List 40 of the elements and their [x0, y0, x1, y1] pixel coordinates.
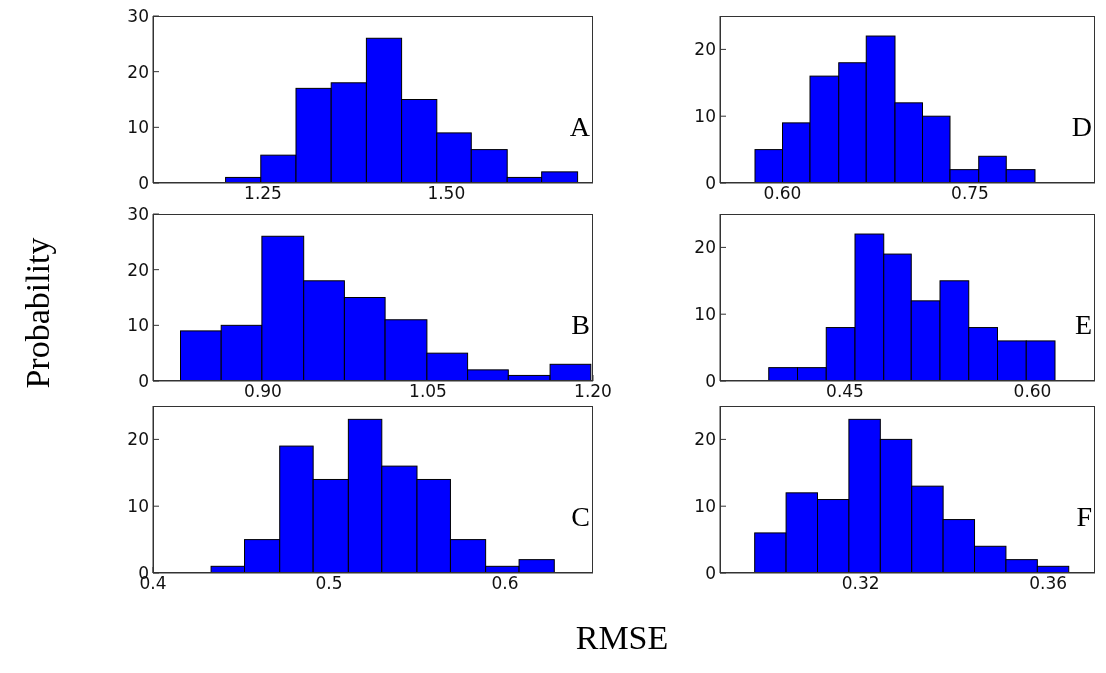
- x-tick-label: 0.60: [1013, 381, 1052, 402]
- y-tick-label: 30: [127, 204, 149, 225]
- x-tick-label: 0.5: [315, 573, 343, 594]
- x-tick-label: 1.05: [409, 381, 447, 402]
- y-tick-label: 10: [694, 304, 716, 325]
- annotation: D: [1071, 111, 1092, 143]
- y-axis-title: Probability: [19, 237, 57, 389]
- y-tick-label: 20: [127, 429, 149, 450]
- x-axis-title: RMSE: [575, 619, 669, 657]
- y-tick-label: 20: [694, 429, 716, 450]
- y-tick-label: 0: [138, 173, 149, 194]
- y-tick-label: 10: [127, 315, 149, 336]
- y-tick-label: 10: [127, 117, 149, 138]
- y-tick-label: 0: [705, 563, 716, 584]
- annotation: A: [569, 111, 590, 143]
- y-tick-label: 0: [705, 173, 716, 194]
- x-tick-label: 0.32: [841, 573, 880, 594]
- y-tick-label: 20: [694, 39, 716, 60]
- y-tick-label: 10: [694, 496, 716, 517]
- x-tick-label: 0.6: [491, 573, 519, 594]
- x-tick-label: 0.90: [244, 381, 282, 402]
- y-tick-label: 30: [127, 6, 149, 27]
- x-tick-label: 0.75: [951, 183, 989, 204]
- annotation: C: [571, 501, 590, 533]
- y-tick-label: 20: [694, 237, 716, 258]
- annotation: B: [571, 309, 590, 341]
- y-tick-label: 10: [127, 496, 149, 517]
- x-tick-label: 1.20: [574, 381, 612, 402]
- x-tick-label: 1.25: [244, 183, 282, 204]
- annotation: E: [1074, 309, 1092, 341]
- y-tick-label: 20: [127, 259, 149, 280]
- annotation: F: [1076, 501, 1092, 533]
- y-tick-label: 20: [127, 61, 149, 82]
- y-tick-label: 10: [694, 106, 716, 127]
- x-tick-label: 1.50: [427, 183, 466, 204]
- x-tick-label: 0.60: [763, 183, 802, 204]
- x-tick-label: 0.45: [826, 381, 864, 402]
- x-tick-label: 0.36: [1029, 573, 1068, 594]
- y-tick-label: 0: [705, 371, 716, 392]
- y-tick-label: 0: [138, 371, 149, 392]
